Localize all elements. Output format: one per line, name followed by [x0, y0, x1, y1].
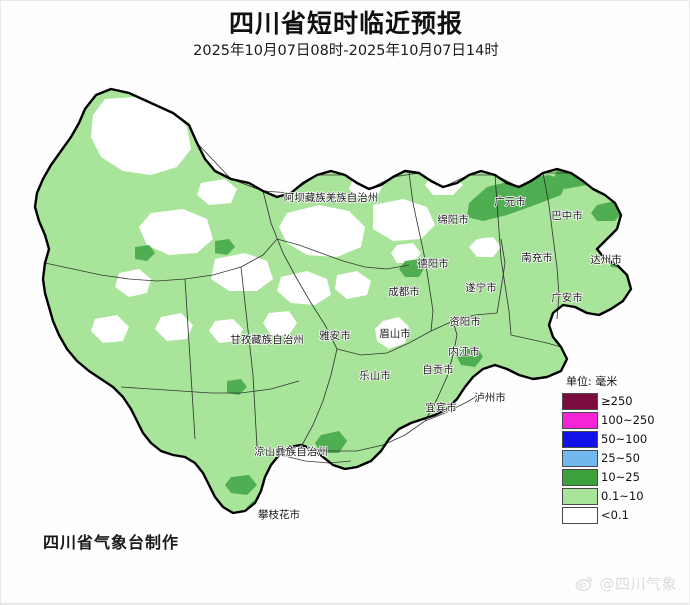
legend-color-swatch: [562, 487, 598, 505]
legend-range-label: 50~100: [601, 432, 648, 446]
city-label: 成都市: [388, 285, 420, 298]
city-label: 甘孜藏族自治州: [230, 333, 304, 346]
legend-color-swatch: [562, 449, 598, 467]
weibo-watermark: @四川气象: [575, 573, 677, 594]
page-title: 四川省短时临近预报: [228, 9, 463, 38]
city-label: 阿坝藏族羌族自治州: [284, 191, 379, 204]
legend-range-label: 100~250: [601, 413, 655, 427]
legend-color-swatch: [562, 506, 598, 524]
weibo-logo-icon: [576, 576, 593, 591]
legend: 单位: 毫米 ≥250 100~250 50~100 25~50 10~25 0.1~10…: [562, 373, 688, 525]
city-label: 攀枝花市: [258, 508, 300, 521]
city-label: 南充市: [521, 251, 553, 264]
legend-row: 0.1~10: [562, 487, 688, 505]
city-label: 自贡市: [422, 363, 454, 376]
city-label: 资阳市: [449, 315, 481, 328]
city-label: 乐山市: [359, 369, 391, 382]
city-label: 德阳市: [417, 257, 449, 270]
city-label: 巴中市: [551, 209, 583, 222]
legend-row: 25~50: [562, 449, 688, 467]
legend-color-swatch: [562, 392, 598, 410]
legend-range-label: 10~25: [601, 470, 640, 484]
forecast-period-subtitle: 2025年10月07日08时-2025年10月07日14时: [193, 43, 499, 59]
city-label: 泸州市: [474, 391, 506, 404]
city-label: 广元市: [494, 195, 526, 208]
city-label: 广安市: [551, 291, 583, 304]
legend-range-label: 0.1~10: [601, 489, 644, 503]
city-label: 雅安市: [319, 329, 351, 342]
header: 四川省短时临近预报 2025年10月07日08时-2025年10月07日14时: [1, 9, 689, 61]
legend-range-label: 25~50: [601, 451, 640, 465]
city-label: 凉山彝族自治州: [254, 445, 328, 458]
province-outline: [33, 87, 633, 515]
city-label: 内江市: [448, 345, 480, 358]
city-label: 达州市: [590, 253, 622, 266]
legend-row: 50~100: [562, 430, 688, 448]
legend-row: ≥250: [562, 392, 688, 410]
legend-row: 100~250: [562, 411, 688, 429]
precip-band-dry-patches: [91, 97, 501, 349]
bottom-divider: [1, 603, 689, 604]
city-label: 宜宾市: [425, 401, 457, 414]
legend-row: 10~25: [562, 468, 688, 486]
legend-unit-label: 单位: 毫米: [566, 375, 618, 388]
city-label: 眉山市: [379, 327, 411, 340]
city-label: 遂宁市: [465, 281, 497, 294]
producer-credit: 四川省气象台制作: [43, 533, 180, 552]
legend-color-swatch: [562, 468, 598, 486]
legend-range-label: ≥250: [601, 394, 633, 408]
legend-row: <0.1: [562, 506, 688, 524]
map-container: 阿坝藏族羌族自治州甘孜藏族自治州 绵阳市 广元市巴中市达州市 南充市遂宁市广安市 德阳市…: [1, 63, 689, 543]
legend-color-swatch: [562, 411, 598, 429]
legend-color-swatch: [562, 430, 598, 448]
legend-range-label: <0.1: [601, 508, 629, 522]
city-label: 绵阳市: [437, 213, 469, 226]
watermark-text: @四川气象: [599, 575, 677, 593]
legend-rows: ≥250 100~250 50~100 25~50 10~25 0.1~10 <0.1: [562, 392, 688, 524]
